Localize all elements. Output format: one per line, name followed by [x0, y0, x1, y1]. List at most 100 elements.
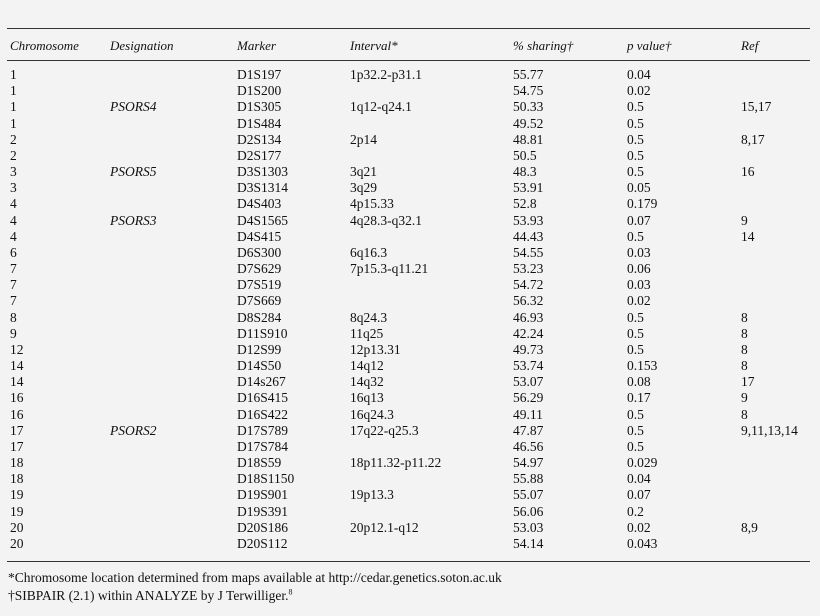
cell-chromosome: 16	[10, 390, 24, 406]
cell-sharing: 49.11	[513, 406, 543, 422]
cell-chromosome: 18	[10, 455, 24, 471]
cell-pvalue: 0.06	[627, 261, 651, 276]
cell-marker: D8S284	[237, 309, 282, 325]
cell-sharing: 49.52	[513, 115, 544, 131]
cell-pvalue: 0.5	[627, 228, 644, 244]
cell-pvalue: 0.043	[627, 535, 658, 551]
cell-marker: D3S1314	[237, 180, 289, 196]
cell-marker: D7S629	[237, 261, 282, 276]
cell-sharing: 54.55	[513, 244, 544, 260]
cell-marker: D19S391	[237, 503, 289, 519]
cell-sharing: 55.77	[513, 67, 544, 82]
cell-pvalue: 0.17	[627, 390, 651, 406]
header-designation: Designation	[110, 38, 174, 53]
cell-chromosome: 7	[10, 277, 17, 293]
cell-chromosome: 20	[10, 535, 24, 551]
cell-pvalue: 0.2	[627, 503, 644, 519]
cell-sharing: 53.74	[513, 358, 544, 374]
cell-marker: D18S1150	[237, 471, 295, 487]
cell-chromosome: 7	[10, 293, 17, 309]
cell-marker: D4S415	[237, 228, 282, 244]
cell-pvalue: 0.5	[627, 341, 644, 357]
cell-interval: 11q25	[350, 325, 384, 341]
cell-chromosome: 16	[10, 406, 24, 422]
cell-interval: 2p14	[350, 131, 377, 147]
cell-marker: D7S669	[237, 293, 282, 309]
cell-interval: 14q12	[350, 358, 384, 374]
cell-chromosome: 4	[10, 228, 17, 244]
cell-marker: D1S305	[237, 99, 282, 115]
cell-designation: PSORS3	[110, 212, 157, 228]
cell-interval: 1q12-q24.1	[350, 99, 412, 115]
cell-pvalue: 0.04	[627, 471, 651, 487]
cell-chromosome: 2	[10, 147, 17, 163]
table-bottom-rule	[7, 561, 810, 562]
cell-marker: D2S177	[237, 147, 282, 163]
cell-pvalue: 0.05	[627, 180, 651, 196]
cell-ref: 8	[741, 341, 748, 357]
cell-chromosome: 4	[10, 196, 17, 212]
cell-ref: 8,9	[741, 519, 758, 535]
cell-marker: D18S59	[237, 455, 282, 471]
cell-marker: D6S300	[237, 244, 282, 260]
cell-chromosome: 19	[10, 503, 24, 519]
cell-marker: D20S112	[237, 535, 288, 551]
cell-designation: PSORS2	[110, 422, 157, 438]
cell-sharing: 54.97	[513, 455, 544, 471]
cell-marker: D17S784	[237, 438, 289, 454]
cell-sharing: 46.56	[513, 438, 544, 454]
cell-pvalue: 0.03	[627, 277, 651, 293]
cell-marker: D20S186	[237, 519, 289, 535]
cell-pvalue: 0.179	[627, 196, 658, 212]
cell-sharing: 56.29	[513, 390, 544, 406]
cell-marker: D4S403	[237, 196, 282, 212]
cell-marker: D11S910	[237, 325, 288, 341]
cell-pvalue: 0.5	[627, 99, 644, 115]
header-interval: Interval*	[350, 38, 398, 53]
cell-ref: 8,17	[741, 131, 765, 147]
cell-ref: 8	[741, 325, 748, 341]
cell-interval: 14q32	[350, 374, 384, 390]
cell-sharing: 44.43	[513, 228, 544, 244]
cell-interval: 16q13	[350, 390, 384, 406]
cell-ref: 8	[741, 406, 748, 422]
cell-interval: 12p13.31	[350, 341, 401, 357]
footnote-sibpair: †SIBPAIR (2.1) within ANALYZE by J Terwi…	[8, 588, 292, 604]
cell-ref: 9	[741, 212, 748, 228]
cell-chromosome: 7	[10, 261, 17, 276]
cell-pvalue: 0.03	[627, 244, 651, 260]
cell-chromosome: 18	[10, 471, 24, 487]
cell-chromosome: 17	[10, 422, 24, 438]
cell-interval: 17q22-q25.3	[350, 422, 419, 438]
cell-sharing: 50.33	[513, 99, 544, 115]
header-ref: Ref	[741, 38, 759, 53]
cell-chromosome: 8	[10, 309, 17, 325]
cell-interval: 6q16.3	[350, 244, 388, 260]
cell-sharing: 46.93	[513, 309, 544, 325]
cell-sharing: 54.72	[513, 277, 544, 293]
cell-pvalue: 0.07	[627, 212, 651, 228]
cell-marker: D1S200	[237, 83, 282, 99]
cell-pvalue: 0.5	[627, 406, 644, 422]
cell-sharing: 48.81	[513, 131, 544, 147]
cell-sharing: 53.07	[513, 374, 544, 390]
cell-interval: 4q28.3-q32.1	[350, 212, 422, 228]
cell-ref: 16	[741, 164, 755, 179]
cell-sharing: 50.5	[513, 147, 537, 163]
cell-marker: D16S415	[237, 390, 289, 406]
cell-sharing: 42.24	[513, 325, 544, 341]
cell-marker: D19S901	[237, 487, 289, 503]
header-sharing: % sharing†	[513, 38, 574, 53]
cell-pvalue: 0.029	[627, 455, 658, 471]
cell-ref: 8	[741, 309, 748, 325]
header-pvalue: p value†	[627, 38, 672, 53]
cell-interval: 16q24.3	[350, 406, 394, 422]
cell-chromosome: 1	[10, 99, 17, 115]
header-chromosome: Chromosome	[10, 38, 79, 53]
header-marker: Marker	[237, 38, 276, 53]
cell-sharing: 56.32	[513, 293, 544, 309]
cell-chromosome: 1	[10, 83, 17, 99]
cell-ref: 9,11,13,14	[741, 422, 798, 438]
cell-chromosome: 3	[10, 180, 17, 196]
